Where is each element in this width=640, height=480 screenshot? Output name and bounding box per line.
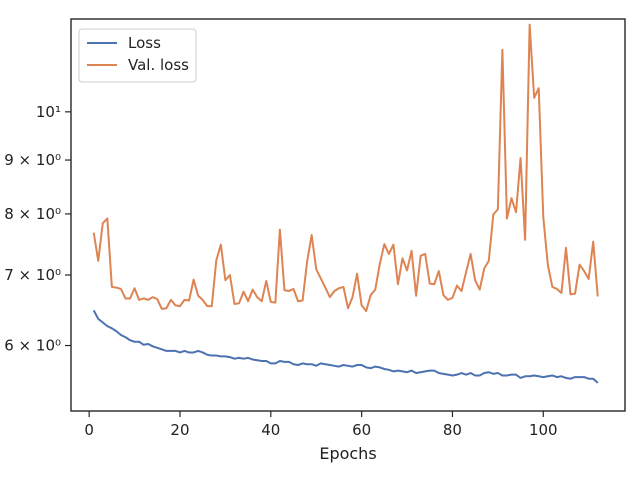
plot-frame bbox=[70, 18, 626, 412]
y-tick-label: 10¹ bbox=[36, 103, 61, 121]
legend-label-val-loss: Val. loss bbox=[128, 56, 189, 74]
legend: Loss Val. loss bbox=[78, 28, 197, 83]
x-tick-label: 80 bbox=[443, 421, 462, 439]
series-line-val-loss bbox=[92, 23, 599, 313]
y-tick-label: 8 × 10⁰ bbox=[4, 205, 61, 223]
y-axis: 6 × 10⁰ 7 × 10⁰ 8 × 10⁰ 9 × 10⁰ 10¹ bbox=[4, 103, 71, 355]
x-tick-label: 40 bbox=[261, 421, 280, 439]
x-axis: 0 20 40 60 80 100 bbox=[84, 411, 558, 439]
series-line-loss bbox=[92, 309, 599, 384]
x-tick-label: 0 bbox=[84, 421, 94, 439]
x-tick-label: 60 bbox=[352, 421, 371, 439]
y-tick-label: 7 × 10⁰ bbox=[4, 266, 61, 284]
series-layer bbox=[92, 23, 599, 384]
x-tick-label: 100 bbox=[529, 421, 558, 439]
legend-label-loss: Loss bbox=[128, 34, 161, 52]
x-axis-label: Epochs bbox=[319, 444, 376, 463]
x-tick-label: 20 bbox=[170, 421, 189, 439]
y-tick-label: 6 × 10⁰ bbox=[4, 337, 61, 355]
y-tick-label: 9 × 10⁰ bbox=[4, 151, 61, 169]
